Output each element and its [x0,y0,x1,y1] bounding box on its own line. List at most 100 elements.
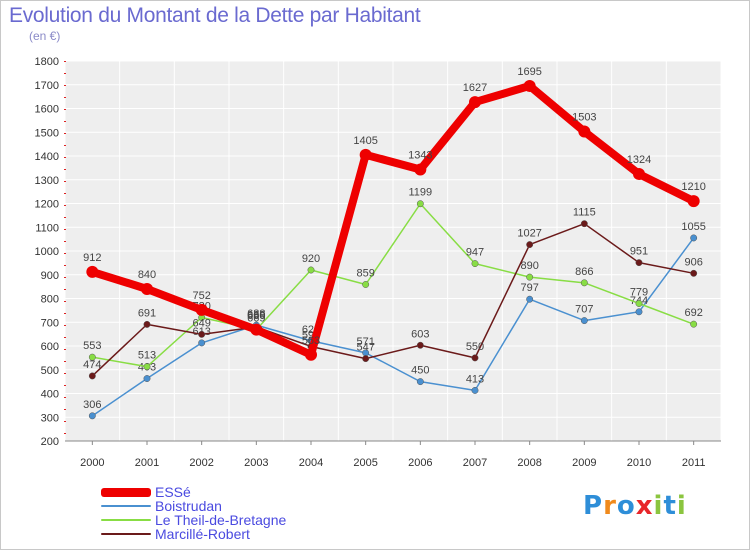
proxiti-logo: Proxiti [583,491,687,521]
data-label-le-theil-de-bretagne: 692 [684,307,702,319]
data-label-le-theil-de-bretagne: 669 [247,313,265,325]
legend-swatch-marcille-robert [101,533,151,535]
x-tick-label: 2001 [135,457,159,469]
data-label-marcille-robert: 474 [83,359,101,371]
y-tick-label: 1700 [35,80,59,92]
x-tick-label: 2007 [463,457,487,469]
y-tick-label: 700 [41,317,59,329]
data-point-le-theil-de-bretagne [307,266,315,274]
y-tick-label: 1400 [35,151,59,163]
legend-label-marcille-robert: Marcillé-Robert [155,526,250,542]
data-point-boistrudan [580,317,588,325]
data-point-marcille-robert [143,320,151,328]
data-label-boistrudan: 688 [247,308,265,320]
data-label-marcille-robert: 951 [630,246,648,258]
data-label-le-theil-de-bretagne: 1199 [409,187,433,199]
data-point-marcille-robert [362,355,370,363]
data-label-le-theil-de-bretagne: 947 [466,247,484,259]
data-label-marcille-robert: 906 [684,256,702,268]
data-label-esse: 563 [302,335,320,347]
data-label-esse: 1210 [681,181,705,193]
data-label-le-theil-de-bretagne: 866 [575,266,593,278]
y-tick-label: 1200 [35,199,59,211]
data-label-le-theil-de-bretagne: 553 [83,340,101,352]
legend-label-le-theil-de-bretagne: Le Theil-de-Bretagne [155,512,287,528]
data-label-esse: 1405 [353,135,377,147]
data-label-marcille-robert: 1115 [573,207,596,219]
x-tick-label: 2000 [80,457,104,469]
data-label-boistrudan: 450 [411,365,429,377]
data-label-esse: 752 [192,290,210,302]
data-label-boistrudan: 797 [520,282,538,294]
data-point-esse [141,283,153,295]
data-label-esse: 1324 [627,154,651,166]
data-point-le-theil-de-bretagne [471,260,479,268]
data-label-esse: 912 [83,252,101,264]
y-tick-label: 300 [41,412,59,424]
series-line-marcille-robert [91,222,694,377]
data-point-marcille-robert [198,330,206,338]
data-point-marcille-robert [635,259,643,267]
data-point-marcille-robert [416,341,424,349]
legend-swatch-boistrudan [101,505,151,507]
x-tick-label: 2004 [299,457,323,469]
y-tick-label: 900 [41,270,59,282]
data-label-esse: 1343 [408,150,432,162]
data-point-marcille-robert [690,269,698,277]
x-tick-label: 2006 [408,457,432,469]
data-point-boistrudan [526,295,534,303]
data-label-esse: 669 [247,310,265,322]
data-point-esse [414,163,427,176]
chart-title: Evolution du Montant de la Dette par Hab… [9,4,421,27]
data-point-esse [633,168,645,181]
y-tick-label: 1500 [35,127,59,139]
data-point-le-theil-de-bretagne [526,273,534,281]
y-tick-label: 600 [41,341,59,353]
data-point-le-theil-de-bretagne [362,281,370,288]
legend-swatch-esse [101,487,151,497]
data-label-marcille-robert: 691 [138,307,156,319]
legend: ESSé Boistrudan Le Theil-de-Bretagne Mar… [101,485,286,541]
data-label-le-theil-de-bretagne: 859 [356,267,374,279]
y-tick-label: 1100 [35,222,59,234]
legend-item-boistrudan: Boistrudan [101,499,286,513]
y-tick-label: 1600 [35,104,59,116]
data-point-boistrudan [690,234,698,242]
data-label-esse: 1627 [463,82,487,94]
y-tick-label: 1800 [35,56,59,68]
y-tick-label: 200 [41,436,59,448]
data-point-boistrudan [198,339,206,347]
series-line-le-theil-de-bretagne [92,202,694,368]
data-point-esse [687,195,700,208]
data-point-marcille-robert [580,220,588,228]
data-point-marcille-robert [88,372,96,380]
data-label-boistrudan: 707 [575,304,593,316]
data-point-esse [469,96,481,109]
x-tick-label: 2002 [189,457,213,469]
series-line-boistrudan [91,237,695,417]
data-point-le-theil-de-bretagne [635,300,643,307]
y-tick-label: 1300 [35,175,59,187]
x-tick-label: 2009 [572,457,596,469]
data-point-esse [250,323,263,336]
data-label-le-theil-de-bretagne: 920 [302,253,320,265]
data-label-le-theil-de-bretagne: 890 [520,260,538,272]
legend-label-boistrudan: Boistrudan [155,498,222,514]
y-tick-label: 1000 [35,246,59,258]
data-point-esse [578,125,591,138]
data-label-boistrudan: 571 [356,336,374,348]
data-point-esse [86,265,99,278]
y-tick-label: 400 [41,389,59,401]
data-point-esse [523,79,536,92]
series-line-esse [91,81,696,359]
legend-item-le-theil-de-bretagne: Le Theil-de-Bretagne [101,513,286,527]
data-point-le-theil-de-bretagne [690,320,698,328]
data-label-boistrudan: 413 [466,373,484,385]
data-label-marcille-robert: 1027 [517,228,541,240]
legend-item-esse: ESSé [101,485,286,499]
x-tick-label: 2008 [517,457,541,469]
data-point-boistrudan [471,386,479,394]
data-point-boistrudan [416,378,424,386]
